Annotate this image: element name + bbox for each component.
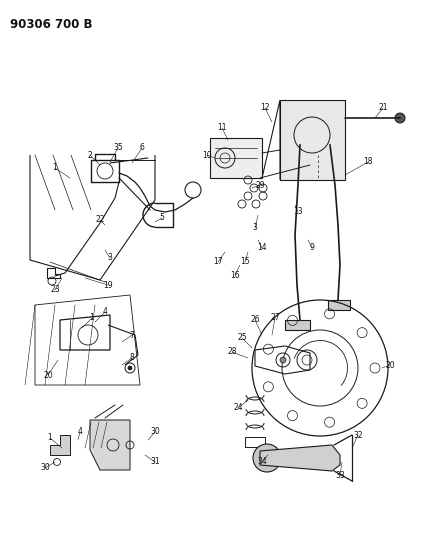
Text: 17: 17 — [213, 257, 223, 266]
Text: 4: 4 — [78, 427, 82, 437]
Text: 35: 35 — [113, 143, 123, 152]
Text: 15: 15 — [240, 257, 250, 266]
Text: 9: 9 — [310, 244, 314, 253]
Text: 20: 20 — [385, 360, 395, 369]
Circle shape — [395, 113, 405, 123]
Text: 90306 700 B: 90306 700 B — [10, 18, 92, 31]
Circle shape — [280, 357, 286, 363]
Text: 14: 14 — [257, 244, 267, 253]
Text: 22: 22 — [95, 215, 105, 224]
Text: 29: 29 — [255, 181, 265, 190]
Text: 12: 12 — [260, 103, 270, 112]
Text: 31: 31 — [150, 457, 160, 466]
Polygon shape — [328, 300, 350, 310]
Text: 20: 20 — [43, 370, 53, 379]
Text: 28: 28 — [227, 348, 237, 357]
Text: 30: 30 — [40, 464, 50, 472]
Text: 18: 18 — [363, 157, 373, 166]
Text: 10: 10 — [202, 150, 212, 159]
Polygon shape — [285, 320, 310, 330]
Circle shape — [253, 444, 281, 472]
Text: 30: 30 — [150, 427, 160, 437]
Text: 26: 26 — [250, 316, 260, 325]
Polygon shape — [50, 435, 70, 455]
Text: 13: 13 — [293, 207, 303, 216]
Polygon shape — [280, 100, 345, 180]
Text: 21: 21 — [378, 103, 388, 112]
Polygon shape — [90, 420, 130, 470]
Polygon shape — [210, 138, 262, 178]
Text: 19: 19 — [103, 280, 113, 289]
Text: 32: 32 — [353, 431, 363, 440]
Text: 5: 5 — [160, 214, 165, 222]
Text: 1: 1 — [89, 313, 95, 322]
Text: 3: 3 — [108, 254, 112, 262]
Text: 24: 24 — [233, 403, 243, 413]
Text: 7: 7 — [130, 330, 135, 340]
Text: 4: 4 — [103, 308, 108, 317]
Text: 2: 2 — [88, 150, 92, 159]
Text: 11: 11 — [217, 124, 227, 133]
Text: 6: 6 — [140, 143, 144, 152]
Text: 3: 3 — [252, 223, 257, 232]
Text: 8: 8 — [130, 353, 134, 362]
Text: 16: 16 — [230, 271, 240, 279]
Text: 1: 1 — [48, 433, 52, 442]
Text: 1: 1 — [53, 164, 57, 173]
Text: 25: 25 — [237, 334, 247, 343]
Polygon shape — [260, 445, 340, 471]
Text: 23: 23 — [50, 286, 60, 295]
Text: 34: 34 — [257, 457, 267, 466]
Text: 33: 33 — [335, 471, 345, 480]
Circle shape — [128, 366, 132, 370]
Text: 27: 27 — [270, 313, 280, 322]
